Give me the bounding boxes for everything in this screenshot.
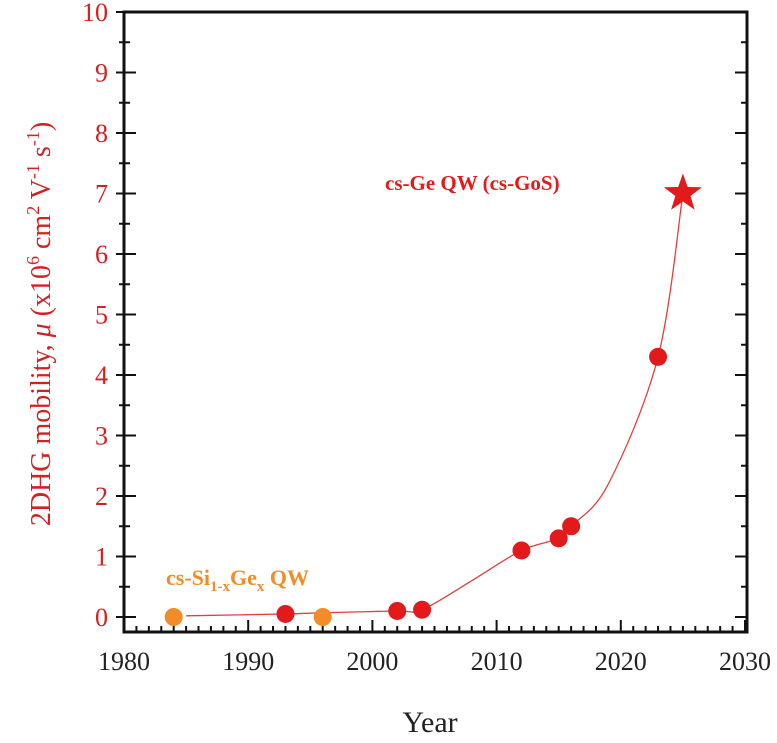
y-label-close: ) xyxy=(26,122,57,131)
y-tick-label: 8 xyxy=(95,119,108,148)
x-tick-label: 1990 xyxy=(222,647,274,676)
y-label-sup-m1a: -1 xyxy=(23,164,43,179)
annotation-sige-mid: Ge xyxy=(230,565,257,590)
data-point-orange xyxy=(313,608,332,626)
data-points xyxy=(164,173,702,626)
y-tick-label: 4 xyxy=(95,361,108,390)
x-tick-label: 2000 xyxy=(346,647,398,676)
y-tick-label: 9 xyxy=(95,59,108,88)
y-tick-label: 0 xyxy=(95,603,108,632)
y-label-sup-m1b: -1 xyxy=(23,131,43,146)
annotation-sige: cs-Si1-xGex QW xyxy=(166,565,309,595)
x-tick-label: 1980 xyxy=(98,647,150,676)
data-point-red xyxy=(413,600,432,619)
plot-frame xyxy=(122,10,749,634)
y-label-mu: μ xyxy=(26,323,57,338)
data-point-star xyxy=(663,173,702,210)
y-tick-label: 1 xyxy=(95,543,108,572)
annotation-sige-sub2: x xyxy=(257,579,265,595)
y-tick-label: 2 xyxy=(95,482,108,511)
y-axis-label: 2DHG mobility, μ (x106 cm2 V-1 s-1) xyxy=(23,122,57,526)
x-tick-label: 2030 xyxy=(719,647,771,676)
x-tick-label: 2010 xyxy=(471,647,523,676)
y-tick-label: 3 xyxy=(95,422,108,451)
data-point-orange xyxy=(164,608,183,626)
y-tick-label: 5 xyxy=(95,301,108,330)
y-tick-label: 10 xyxy=(82,0,108,27)
y-label-main: 2DHG mobility, xyxy=(26,337,57,526)
y-label-unit-s: s xyxy=(26,146,57,164)
y-label-sup2: 2 xyxy=(23,206,43,215)
annotation-sige-suffix: QW xyxy=(264,565,309,590)
y-label-unit-pre: (x10 xyxy=(26,265,57,323)
data-point-red xyxy=(649,347,668,366)
x-axis-label: Year xyxy=(402,706,457,738)
annotation-ge: cs-Ge QW (cs-GoS) xyxy=(385,171,560,195)
trend-line xyxy=(186,193,684,617)
axis-ticks: 1980 1990 2000 2010 2020 2030 0 1 2 3 4 5 6 7 8 9 10 xyxy=(82,0,771,676)
y-tick-label: 6 xyxy=(95,240,108,269)
data-point-red xyxy=(562,517,581,536)
data-point-red xyxy=(276,604,295,623)
annotation-sige-prefix: cs-Si xyxy=(166,565,210,590)
data-point-red xyxy=(512,541,531,560)
y-label-unit-cm: cm xyxy=(26,215,57,256)
y-tick-label: 7 xyxy=(95,180,108,209)
data-point-red xyxy=(549,529,568,548)
annotation-sige-sub1: 1-x xyxy=(210,579,230,595)
y-label-sup6: 6 xyxy=(23,256,43,265)
data-point-red xyxy=(388,601,407,620)
x-tick-label: 2020 xyxy=(595,647,647,676)
y-label-unit-v: V xyxy=(26,179,57,206)
